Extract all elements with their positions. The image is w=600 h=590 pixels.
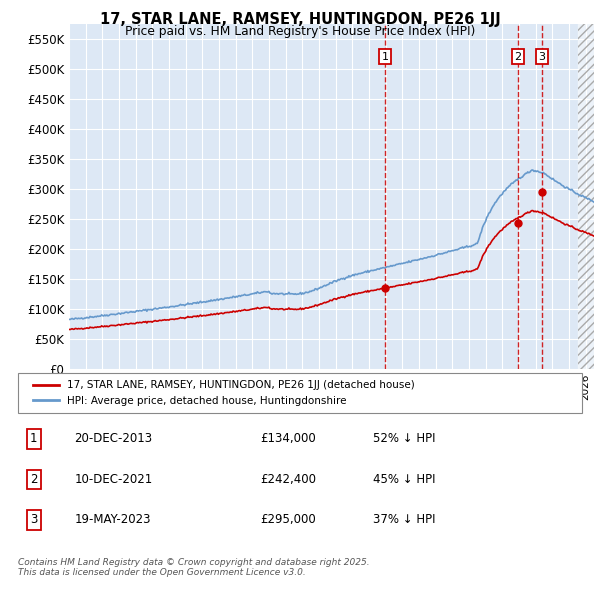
Text: 1: 1 <box>382 51 389 61</box>
Text: 2: 2 <box>30 473 38 486</box>
Text: £295,000: £295,000 <box>260 513 316 526</box>
Text: 20-DEC-2013: 20-DEC-2013 <box>74 432 152 445</box>
Text: 45% ↓ HPI: 45% ↓ HPI <box>373 473 436 486</box>
Text: 19-MAY-2023: 19-MAY-2023 <box>74 513 151 526</box>
Text: 3: 3 <box>539 51 545 61</box>
Legend: 17, STAR LANE, RAMSEY, HUNTINGDON, PE26 1JJ (detached house), HPI: Average price: 17, STAR LANE, RAMSEY, HUNTINGDON, PE26 … <box>29 376 419 409</box>
Text: 3: 3 <box>30 513 37 526</box>
Text: Contains HM Land Registry data © Crown copyright and database right 2025.
This d: Contains HM Land Registry data © Crown c… <box>18 558 370 577</box>
Text: 17, STAR LANE, RAMSEY, HUNTINGDON, PE26 1JJ: 17, STAR LANE, RAMSEY, HUNTINGDON, PE26 … <box>100 12 500 27</box>
Text: 2: 2 <box>514 51 521 61</box>
Text: 37% ↓ HPI: 37% ↓ HPI <box>373 513 436 526</box>
Text: 1: 1 <box>30 432 38 445</box>
Text: 10-DEC-2021: 10-DEC-2021 <box>74 473 152 486</box>
Text: Price paid vs. HM Land Registry's House Price Index (HPI): Price paid vs. HM Land Registry's House … <box>125 25 475 38</box>
FancyBboxPatch shape <box>18 373 582 413</box>
Text: 52% ↓ HPI: 52% ↓ HPI <box>373 432 436 445</box>
Text: £242,400: £242,400 <box>260 473 317 486</box>
Text: £134,000: £134,000 <box>260 432 316 445</box>
